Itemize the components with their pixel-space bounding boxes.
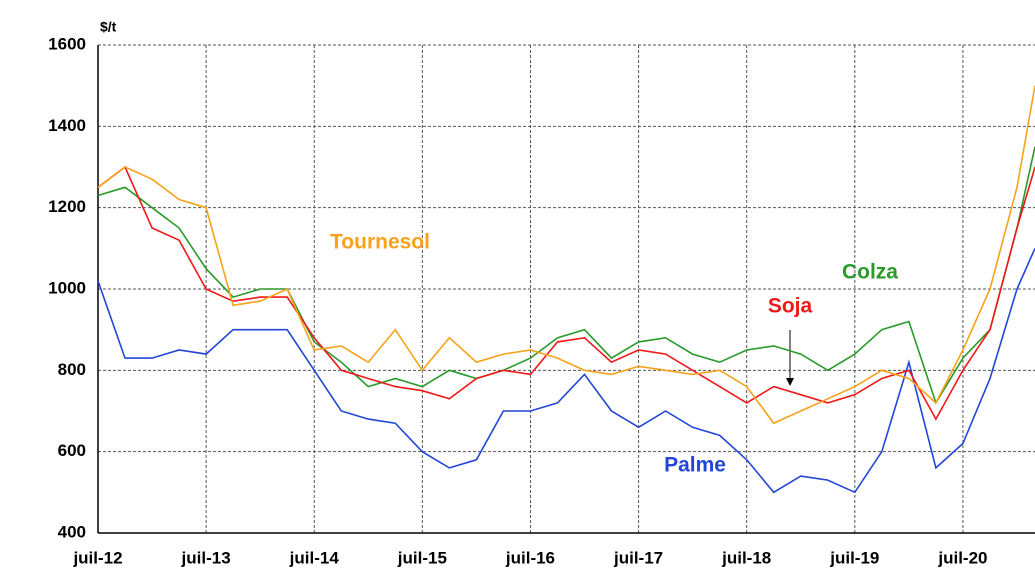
- y-tick-label: 600: [58, 441, 86, 460]
- x-tick-label: juil-20: [937, 548, 987, 567]
- y-tick-label: 400: [58, 522, 86, 541]
- x-tick-label: juil-13: [181, 548, 231, 567]
- series-line: [97, 85, 1035, 425]
- x-tick-label: juil-15: [397, 548, 447, 567]
- y-tick-label: 1200: [48, 197, 86, 216]
- y-tick-label: 1600: [48, 34, 86, 53]
- y-tick-label: 800: [58, 360, 86, 379]
- series-line: [97, 146, 1035, 405]
- x-tick-label: juil-14: [289, 548, 340, 567]
- series-label: Soja: [768, 295, 813, 318]
- soja-arrow-head: [786, 378, 794, 386]
- x-tick-label: juil-17: [613, 548, 663, 567]
- series-label: Palme: [664, 454, 726, 477]
- y-unit-label: $/t: [100, 19, 117, 35]
- y-tick-label: 1400: [48, 116, 86, 135]
- x-tick-label: juil-16: [505, 548, 555, 567]
- x-tick-label: juil-18: [721, 548, 771, 567]
- series-line: [97, 247, 1035, 494]
- x-tick-label: juil-12: [72, 548, 122, 567]
- x-tick-label: juil-19: [829, 548, 879, 567]
- series-label: Colza: [842, 261, 898, 284]
- series-label: Tournesol: [330, 231, 430, 254]
- y-tick-label: 1000: [48, 278, 86, 297]
- series-line: [97, 165, 1035, 421]
